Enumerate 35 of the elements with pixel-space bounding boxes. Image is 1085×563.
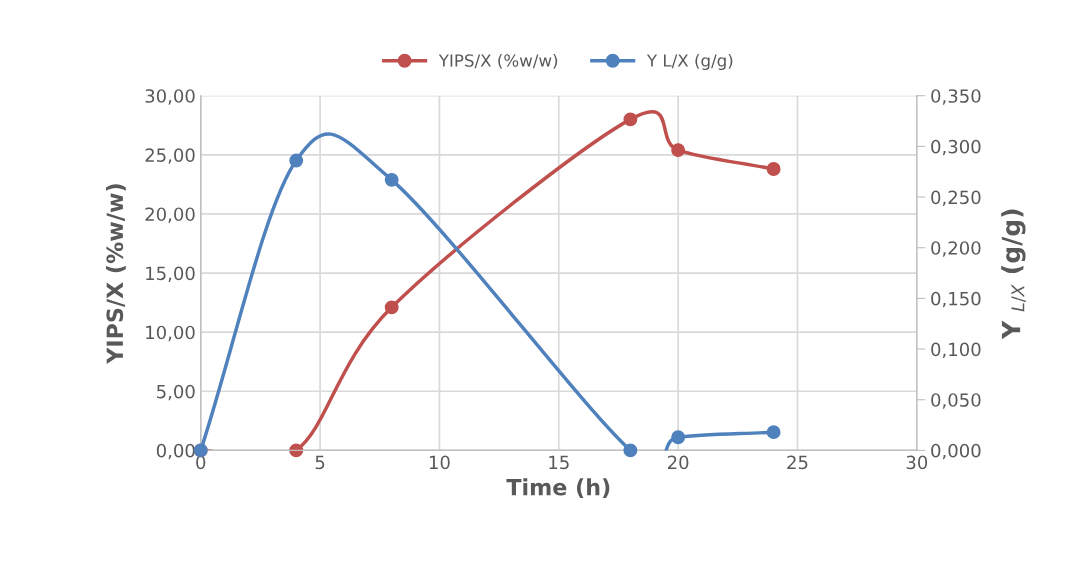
point: [289, 153, 304, 168]
y-tick-label: 20,00: [145, 207, 195, 223]
y2-tick-label: 0,350: [931, 89, 981, 105]
x-tick-label: 20: [667, 455, 689, 470]
y-tick-label: 5,00: [157, 384, 195, 401]
point: [384, 300, 399, 315]
x-axis-title: Time (h): [506, 478, 610, 499]
point: [671, 143, 686, 158]
y2-tick-label: 0,000: [931, 443, 981, 460]
x-tick-label: 15: [549, 455, 569, 470]
y-tick-label: 0,00: [156, 443, 195, 460]
point: [766, 162, 781, 176]
x-tick-label: 10: [429, 455, 450, 470]
point: [384, 172, 399, 187]
y2-tick-label: 0,200: [931, 241, 981, 257]
point: [671, 430, 686, 445]
point: [766, 425, 781, 440]
y-axis-title: YIPS/X (%w/w): [106, 184, 126, 364]
y2-tick-label: 0,250: [931, 190, 981, 207]
y2-tick-label: 0,300: [931, 139, 981, 156]
y-tick-label: 25,00: [145, 148, 195, 164]
x-tick-label: 5: [315, 455, 325, 470]
y-tick-label: 15,00: [146, 266, 195, 283]
y2-tick-label: 0,150: [931, 291, 981, 308]
y-tick-label: 30,00: [145, 89, 195, 105]
y2-tick-label: 0,100: [931, 342, 981, 359]
point: [623, 443, 638, 458]
x-tick-label: 30: [906, 455, 928, 470]
legend-label: YIPS/X (%w/w): [438, 53, 558, 69]
x-tick-label: 25: [787, 455, 808, 470]
y2-axis-title: Y $_{L/X}$ (g/g): [1001, 209, 1026, 340]
legend-label: Y L/X (g/g): [646, 53, 733, 71]
y-tick-label: 10,00: [146, 325, 195, 342]
y2-tick-label: 0,050: [931, 393, 981, 409]
point: [623, 112, 638, 127]
